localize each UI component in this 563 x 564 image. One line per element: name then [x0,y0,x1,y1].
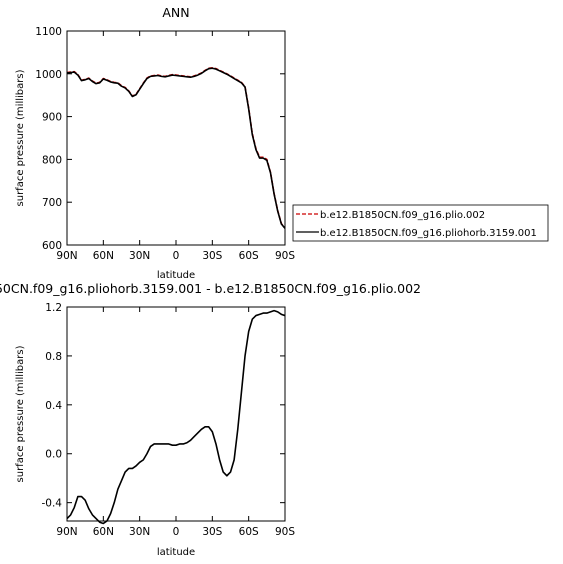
bottom-x-tick-label: 60N [93,526,114,538]
legend-label-pliohorb: b.e12.B1850CN.f09_g16.pliohorb.3159.001 [320,228,537,239]
top-x-tick-label: 90N [56,250,77,262]
top-series-line-0 [66,67,286,229]
bottom-y-axis-title: surface pressure (millibars) [15,345,26,482]
bottom-x-tick-label: 90N [56,526,77,538]
bottom-y-tick-label: 0.0 [45,449,62,461]
bottom-y-tick-label: 0.8 [45,351,62,363]
legend-frame [292,204,549,242]
bottom-x-tick-label: 90S [275,526,295,538]
bottom-y-tick-label: -0.4 [42,498,63,510]
top-y-tick-label: 900 [42,112,62,124]
top-chart-title: ANN [162,5,189,20]
bottom-x-tick-label: 60S [239,526,259,538]
bottom-series-line-0 [66,309,286,525]
top-y-tick-label: 1000 [35,69,62,81]
bottom-y-tick-label: 1.2 [45,302,62,314]
top-y-tick-label: 600 [42,240,62,252]
bottom-y-tick-label: 0.4 [45,400,62,412]
top-x-axis-title: latitude [157,270,195,281]
top-x-tick-label: 0 [173,250,180,262]
legend-label-plio: b.e12.B1850CN.f09_g16.plio.002 [320,210,485,221]
bottom-x-axis-title: latitude [157,547,195,558]
top-plot-frame [66,30,286,246]
bottom-plot-frame [66,306,286,522]
top-series-line-1 [66,67,286,229]
bottom-chart: b.e12.B1850CN.f09_g16.pliohorb.3159.001 … [0,281,421,558]
top-y-axis-title: surface pressure (millibars) [15,69,26,206]
top-y-tick-label: 800 [42,154,62,166]
top-x-tick-label: 30N [129,250,150,262]
top-chart: ANN 90N 60N 30N 0 30S 60S 90S 600 700 800 900 1000 1… [15,5,295,281]
bottom-x-tick-label: 0 [173,526,180,538]
bottom-chart-title: b.e12.B1850CN.f09_g16.pliohorb.3159.001 … [0,281,421,296]
top-x-tick-label: 60S [239,250,259,262]
top-x-tick-label: 90S [275,250,295,262]
top-y-tick-label: 1100 [35,26,62,38]
top-y-tick-label: 700 [42,197,62,209]
top-x-tick-label: 30S [202,250,222,262]
top-x-tick-label: 60N [93,250,114,262]
legend: b.e12.B1850CN.f09_g16.plio.002 b.e12.B18… [292,204,549,242]
bottom-x-tick-label: 30S [202,526,222,538]
bottom-x-tick-label: 30N [129,526,150,538]
